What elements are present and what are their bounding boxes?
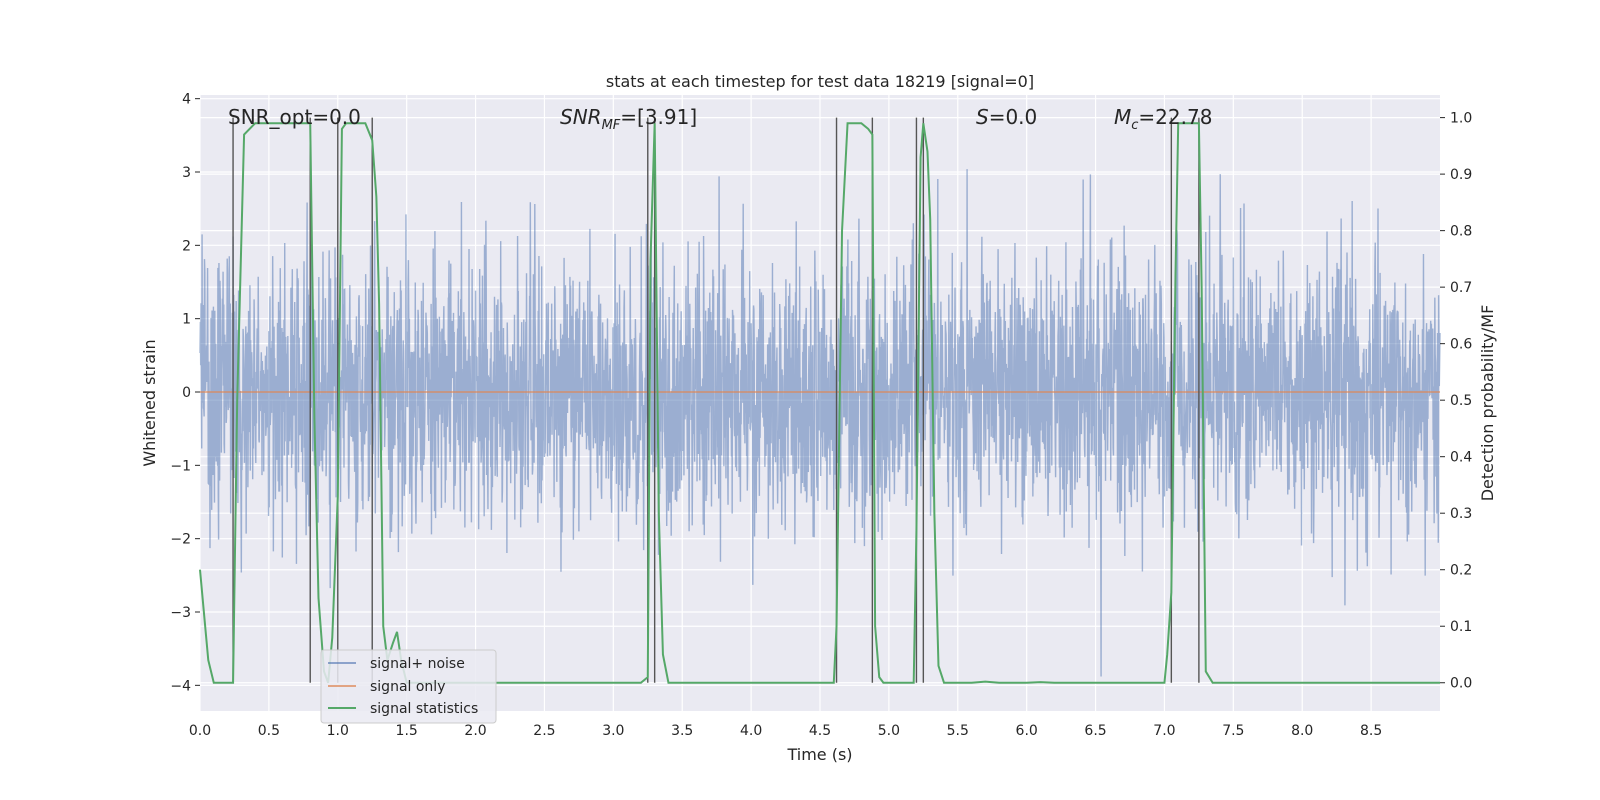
x-tick-label: 5.0 bbox=[878, 723, 900, 739]
annotation-s: S=0.0 bbox=[976, 105, 1037, 129]
annotation-mc-rest: =22.78 bbox=[1138, 105, 1212, 129]
x-tick-label: 4.5 bbox=[809, 723, 831, 739]
x-tick-label: 8.5 bbox=[1360, 723, 1382, 739]
y-left-tick-label: 3 bbox=[182, 165, 191, 181]
y-axis-label-right: Detection probability/MF bbox=[1478, 305, 1497, 502]
legend-label-signal-statistics: signal statistics bbox=[370, 701, 478, 717]
y-left-tick-label: 2 bbox=[182, 238, 191, 254]
x-tick-label: 5.5 bbox=[947, 723, 969, 739]
y-right-tick-label: 0.3 bbox=[1450, 506, 1472, 522]
y-left-tick-label: −3 bbox=[170, 605, 191, 621]
annotation-mc-base: M bbox=[1114, 105, 1131, 129]
y-right-tick-label: 0.9 bbox=[1450, 167, 1472, 183]
x-tick-label: 3.5 bbox=[671, 723, 693, 739]
y-right-tick-label: 0.6 bbox=[1450, 337, 1472, 353]
x-axis-label: Time (s) bbox=[786, 745, 852, 764]
x-tick-label: 2.5 bbox=[533, 723, 555, 739]
x-tick-label: 1.5 bbox=[396, 723, 418, 739]
y-right-tick-label: 0.0 bbox=[1450, 676, 1472, 692]
y-left-tick-label: 1 bbox=[182, 312, 191, 328]
y-left-tick-label: −1 bbox=[170, 458, 191, 474]
annotation-snr-mf-sub: MF bbox=[602, 118, 621, 133]
y-left-tick-label: −4 bbox=[170, 678, 191, 694]
y-left-tick-label: 4 bbox=[182, 92, 191, 108]
ticks: 0.0 0.5 1.0 1.5 2.0 2.5 3.0 3.5 4.0 4.5 5.0 5.5 6.0 6… bbox=[170, 92, 1472, 739]
annotation-snr-opt: SNR_opt=0.0 bbox=[228, 105, 361, 129]
x-tick-label: 6.5 bbox=[1084, 723, 1106, 739]
x-tick-label: 0.5 bbox=[258, 723, 280, 739]
y-right-tick-label: 0.8 bbox=[1450, 224, 1472, 240]
signal-noise-series bbox=[199, 169, 1441, 677]
annotation-snr-mf-rest: =[3.91] bbox=[620, 105, 697, 129]
annotation-s-rest: =0.0 bbox=[989, 105, 1038, 129]
y-right-tick-label: 1.0 bbox=[1450, 111, 1472, 127]
annotation-mc: Mc=22.78 bbox=[1114, 105, 1212, 133]
x-tick-label: 7.5 bbox=[1222, 723, 1244, 739]
signal-noise-line bbox=[199, 169, 1441, 677]
legend-box bbox=[320, 649, 497, 724]
y-right-tick-label: 0.1 bbox=[1450, 619, 1472, 635]
y-axis-label-left: Whitened strain bbox=[140, 339, 159, 466]
chart-title: stats at each timestep for test data 182… bbox=[606, 72, 1034, 91]
x-tick-label: 1.0 bbox=[327, 723, 349, 739]
annotation-mc-sub: c bbox=[1131, 118, 1138, 133]
annotation-s-base: S bbox=[976, 105, 989, 129]
y-right-tick-label: 0.5 bbox=[1450, 393, 1472, 409]
y-right-tick-label: 0.2 bbox=[1450, 563, 1472, 579]
y-left-tick-label: 0 bbox=[182, 385, 191, 401]
y-right-tick-label: 0.7 bbox=[1450, 280, 1472, 296]
vertical-lines bbox=[232, 117, 1200, 683]
x-tick-label: 8.0 bbox=[1291, 723, 1313, 739]
x-tick-label: 7.0 bbox=[1153, 723, 1175, 739]
legend: signal+ noise signal only signal statist… bbox=[320, 649, 497, 724]
x-tick-label: 0.0 bbox=[189, 723, 211, 739]
legend-label-signal-noise: signal+ noise bbox=[370, 656, 465, 672]
x-tick-label: 2.0 bbox=[464, 723, 486, 739]
annotation-snr-mf: SNRMF=[3.91] bbox=[560, 105, 697, 133]
legend-label-signal-only: signal only bbox=[370, 679, 445, 695]
x-tick-label: 3.0 bbox=[602, 723, 624, 739]
y-left-tick-label: −2 bbox=[170, 532, 191, 548]
annotation-snr-mf-base: SNR bbox=[560, 105, 602, 129]
y-right-tick-label: 0.4 bbox=[1450, 450, 1472, 466]
x-tick-label: 6.0 bbox=[1016, 723, 1038, 739]
x-tick-label: 4.0 bbox=[740, 723, 762, 739]
